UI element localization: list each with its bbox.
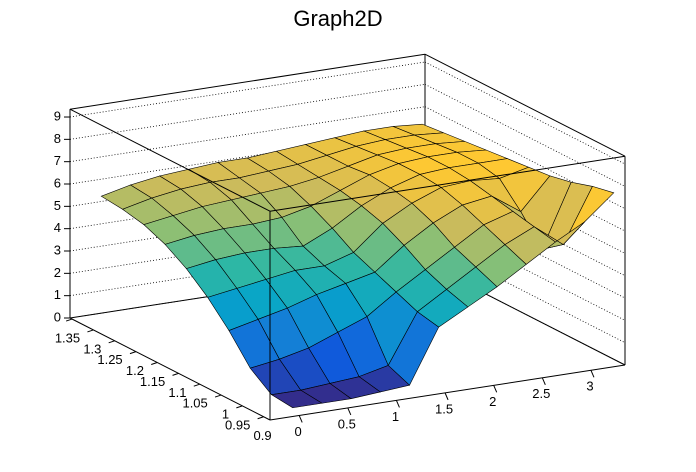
x-axis bbox=[269, 364, 626, 421]
y-tick-label: 1.3 bbox=[83, 341, 101, 356]
y-tick bbox=[129, 351, 137, 355]
z-tick-label: 6 bbox=[54, 175, 61, 190]
x-tick-label: 1.5 bbox=[435, 401, 453, 416]
x-tick-label: 2 bbox=[489, 394, 496, 409]
y-tick-label: 1.2 bbox=[126, 363, 144, 378]
surface-cell bbox=[270, 389, 323, 409]
x-tick bbox=[298, 415, 303, 423]
y-tick bbox=[108, 340, 115, 344]
y-tick bbox=[193, 383, 200, 387]
y-tick bbox=[172, 372, 179, 376]
z-tick-label: 3 bbox=[54, 242, 61, 257]
y-tick bbox=[257, 416, 264, 420]
z-tick-label: 9 bbox=[54, 108, 61, 123]
x-tick-label: 3 bbox=[586, 379, 593, 394]
x-tick bbox=[444, 392, 449, 401]
y-axis bbox=[69, 317, 271, 421]
box-edge bbox=[269, 155, 626, 212]
y-tick bbox=[65, 318, 73, 322]
x-tick-label: 0 bbox=[295, 424, 302, 439]
grid-line bbox=[69, 61, 426, 118]
x-tick bbox=[541, 377, 546, 386]
y-tick bbox=[87, 329, 94, 333]
z-tick-label: 7 bbox=[54, 153, 61, 168]
y-tick bbox=[236, 405, 243, 409]
y-tick bbox=[151, 362, 158, 365]
z-tick-label: 5 bbox=[54, 198, 61, 213]
x-tick bbox=[590, 370, 595, 378]
x-tick-label: 1 bbox=[392, 409, 399, 424]
x-tick bbox=[493, 385, 498, 393]
chart-title: Graph2D bbox=[293, 6, 382, 31]
x-tick bbox=[395, 400, 400, 408]
y-tick-label: 1.1 bbox=[168, 385, 186, 400]
x-tick-label: 2.5 bbox=[532, 386, 550, 401]
y-tick-label: 0.95 bbox=[225, 417, 250, 432]
y-tick bbox=[214, 394, 222, 398]
box-edge bbox=[69, 108, 271, 212]
y-tick-label: 1.15 bbox=[140, 374, 165, 389]
box-edge bbox=[69, 53, 426, 110]
y-tick-label: 1 bbox=[222, 406, 229, 421]
z-tick-label: 2 bbox=[54, 265, 61, 280]
x-tick-label: 0.5 bbox=[338, 416, 356, 431]
box-edge bbox=[424, 53, 626, 157]
z-tick-label: 4 bbox=[54, 220, 61, 235]
y-tick-label: 0.9 bbox=[254, 428, 272, 443]
z-tick-label: 8 bbox=[54, 131, 61, 146]
y-tick-label: 1.35 bbox=[55, 331, 80, 346]
z-tick-label: 0 bbox=[54, 309, 61, 324]
y-tick-label: 1.25 bbox=[97, 352, 122, 367]
x-tick bbox=[347, 407, 352, 416]
z-tick-label: 1 bbox=[54, 287, 61, 302]
y-tick-label: 1.05 bbox=[182, 396, 207, 411]
